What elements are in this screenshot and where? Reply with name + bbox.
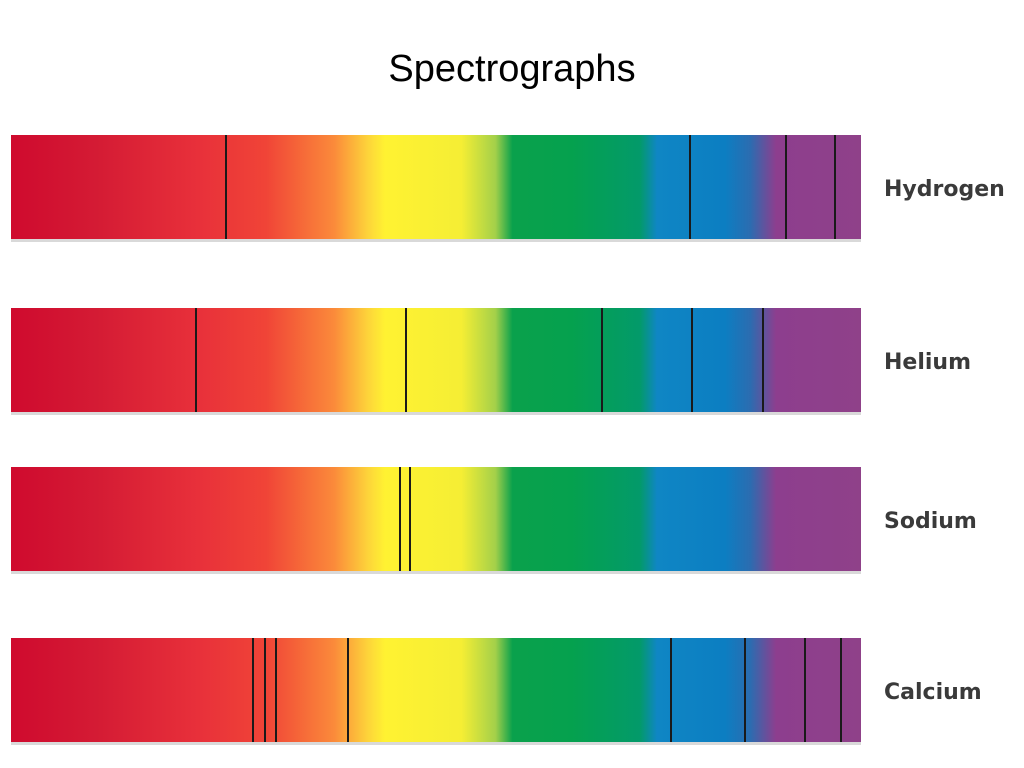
absorption-line — [691, 308, 693, 412]
absorption-line — [689, 135, 691, 239]
spectrum-band — [11, 135, 861, 239]
absorption-line — [225, 135, 227, 239]
absorption-line — [840, 638, 842, 742]
element-label: Helium — [884, 350, 972, 375]
element-label: Calcium — [884, 680, 982, 705]
absorption-line — [762, 308, 764, 412]
absorption-line — [804, 638, 806, 742]
absorption-line — [834, 135, 836, 239]
spectrum-band — [11, 467, 861, 571]
absorption-line — [601, 308, 603, 412]
absorption-line — [409, 467, 411, 571]
absorption-line — [275, 638, 277, 742]
absorption-line — [670, 638, 672, 742]
absorption-line — [195, 308, 197, 412]
spectrum-row-hydrogen: Hydrogen — [11, 135, 1016, 245]
element-label: Hydrogen — [884, 177, 1005, 202]
spectrum-row-helium: Helium — [11, 308, 1016, 418]
spectrum-band-edge — [11, 571, 861, 574]
spectrum-band-edge — [11, 742, 861, 745]
page-title: Spectrographs — [388, 48, 636, 90]
absorption-line — [252, 638, 254, 742]
spectrum-band — [11, 308, 861, 412]
spectrum-band-edge — [11, 412, 861, 415]
spectrum-band — [11, 638, 861, 742]
spectrum-band-edge — [11, 239, 861, 242]
absorption-line — [264, 638, 266, 742]
absorption-line — [785, 135, 787, 239]
absorption-line — [347, 638, 349, 742]
absorption-line — [405, 308, 407, 412]
spectrum-row-calcium: Calcium — [11, 638, 1016, 748]
spectrum-row-sodium: Sodium — [11, 467, 1016, 577]
element-label: Sodium — [884, 509, 977, 534]
absorption-line — [744, 638, 746, 742]
absorption-line — [399, 467, 401, 571]
